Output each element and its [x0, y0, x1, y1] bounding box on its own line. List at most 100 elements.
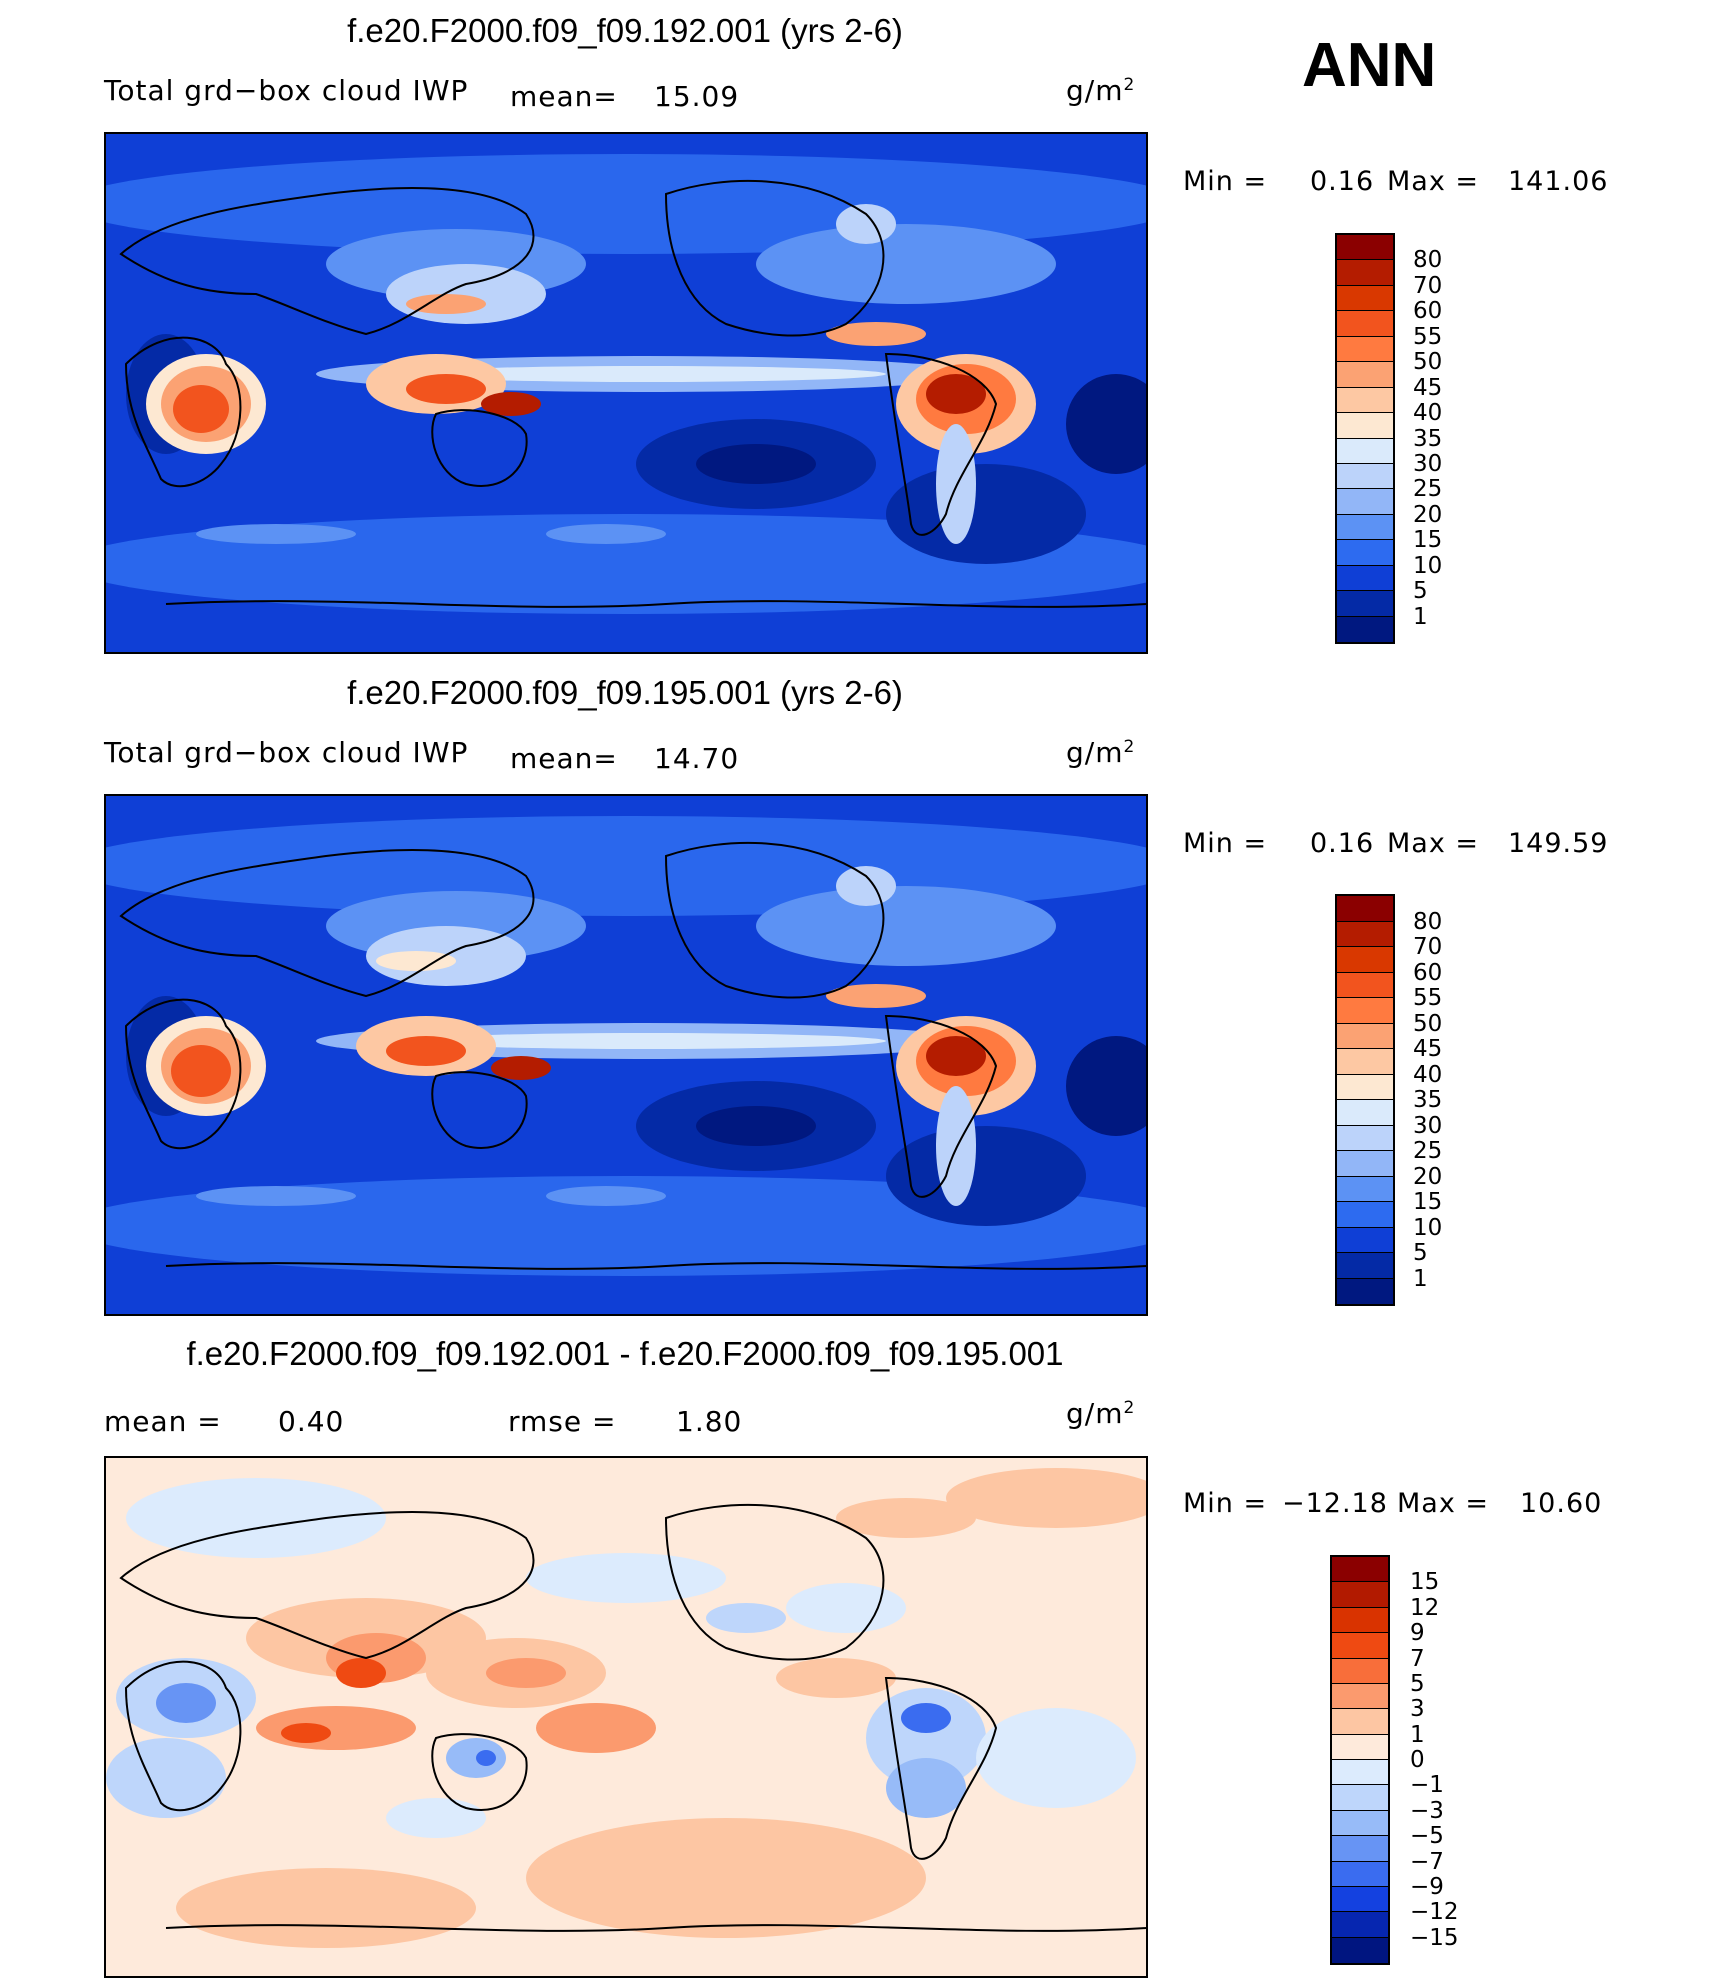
colorbar-swatch	[1337, 235, 1393, 261]
panel1-min-label: Min =	[1183, 166, 1268, 197]
colorbar-label: 30	[1413, 1112, 1443, 1139]
colorbar-swatch	[1332, 1633, 1388, 1659]
colorbar-label: 0	[1410, 1747, 1425, 1773]
colorbar-label: 55	[1413, 323, 1443, 350]
colorbar-label: 5	[1410, 1670, 1425, 1697]
panel1-map	[104, 132, 1148, 654]
colorbar-swatch	[1337, 362, 1393, 388]
panel3-max-value: 10.60	[1520, 1488, 1603, 1519]
colorbar-label: −1	[1410, 1772, 1444, 1799]
colorbar-label: 1	[1413, 1265, 1428, 1292]
colorbar-swatch	[1332, 1582, 1388, 1608]
colorbar-swatch	[1337, 1202, 1393, 1228]
panel3-max-label: Max =	[1397, 1488, 1490, 1519]
panel3-map	[104, 1456, 1148, 1978]
colorbar-swatch	[1332, 1912, 1388, 1938]
colorbar-label: 60	[1413, 959, 1443, 986]
colorbar-swatch	[1337, 921, 1393, 947]
colorbar-swatch	[1337, 463, 1393, 490]
colorbar-swatch	[1332, 1760, 1388, 1786]
colorbar-label: 35	[1413, 425, 1443, 452]
panel2-max-label: Max =	[1387, 828, 1480, 859]
colorbar-swatch	[1332, 1557, 1388, 1583]
colorbar-swatch	[1337, 438, 1393, 464]
colorbar-label: 1	[1410, 1721, 1425, 1748]
colorbar-label: 45	[1413, 374, 1443, 401]
colorbar-swatch	[1337, 1253, 1393, 1279]
panel2-colorbar	[1335, 894, 1395, 1306]
colorbar-swatch	[1332, 1810, 1388, 1837]
colorbar-swatch	[1337, 616, 1393, 642]
panel3-colorbar	[1330, 1555, 1390, 1965]
colorbar-swatch	[1337, 1023, 1393, 1049]
colorbar-swatch	[1332, 1785, 1388, 1811]
colorbar-label: 10	[1413, 552, 1443, 579]
colorbar-label: 10	[1413, 1214, 1443, 1241]
colorbar-label: 70	[1413, 272, 1443, 299]
colorbar-swatch	[1332, 1886, 1388, 1913]
colorbar-swatch	[1332, 1607, 1388, 1634]
panel3-rmse-value: 1.80	[676, 1405, 743, 1438]
colorbar-swatch	[1337, 311, 1393, 337]
colorbar-label: 60	[1413, 298, 1443, 325]
panel2-mean-value: 14.70	[654, 742, 740, 775]
colorbar-label: −9	[1410, 1873, 1444, 1900]
panel2-max-value: 149.59	[1508, 828, 1609, 859]
panel3-mean-value: 0.40	[278, 1405, 345, 1438]
panel3-rmse-label: rmse =	[508, 1405, 617, 1438]
panel1-min-value: 0.16	[1310, 166, 1375, 197]
panel2-variable: Total grd−box cloud IWP	[104, 736, 469, 769]
colorbar-swatch	[1337, 1176, 1393, 1202]
panel1-units: g/m2	[1066, 74, 1136, 107]
colorbar-label: 5	[1413, 578, 1428, 605]
colorbar-swatch	[1337, 998, 1393, 1024]
panel1-max-label: Max =	[1387, 166, 1480, 197]
colorbar-swatch	[1337, 285, 1393, 312]
colorbar-swatch	[1337, 1074, 1393, 1100]
colorbar-label: −3	[1410, 1797, 1444, 1824]
panel3-min-label: Min =	[1183, 1488, 1268, 1519]
colorbar-swatch	[1337, 1100, 1393, 1126]
colorbar-label: 12	[1410, 1594, 1440, 1621]
colorbar-swatch	[1337, 387, 1393, 414]
panel2-map	[104, 794, 1148, 1316]
panel1-colorbar	[1335, 233, 1395, 644]
colorbar-label: 40	[1413, 1061, 1443, 1088]
colorbar-swatch	[1332, 1734, 1388, 1760]
colorbar-swatch	[1332, 1861, 1388, 1887]
panel2-min-value: 0.16	[1310, 828, 1375, 859]
panel1-contour-field	[106, 134, 1146, 652]
colorbar-swatch	[1337, 260, 1393, 286]
panel1-mean-value: 15.09	[654, 80, 740, 113]
colorbar-swatch	[1337, 565, 1393, 592]
colorbar-label: 15	[1410, 1569, 1440, 1596]
colorbar-label: 40	[1413, 400, 1443, 427]
colorbar-swatch	[1337, 489, 1393, 515]
colorbar-label: 25	[1413, 476, 1443, 503]
colorbar-label: 9	[1410, 1620, 1425, 1647]
colorbar-swatch	[1337, 540, 1393, 566]
colorbar-label: 15	[1413, 527, 1443, 554]
colorbar-label: 5	[1413, 1240, 1428, 1266]
colorbar-label: 25	[1413, 1138, 1443, 1164]
colorbar-label: −5	[1410, 1823, 1444, 1850]
colorbar-swatch	[1337, 1227, 1393, 1253]
colorbar-label: 45	[1413, 1036, 1443, 1062]
panel1-title: f.e20.F2000.f09_f09.192.001 (yrs 2-6)	[347, 12, 903, 49]
panel1-max-value: 141.06	[1508, 166, 1609, 197]
colorbar-label: 3	[1410, 1696, 1425, 1723]
panel3-title: f.e20.F2000.f09_f09.192.001 - f.e20.F200…	[186, 1335, 1064, 1372]
colorbar-swatch	[1337, 1049, 1393, 1075]
colorbar-swatch	[1332, 1709, 1388, 1735]
panel2-title: f.e20.F2000.f09_f09.195.001 (yrs 2-6)	[347, 674, 903, 711]
colorbar-swatch	[1332, 1683, 1388, 1710]
colorbar-label: 15	[1413, 1189, 1443, 1215]
colorbar-label: 20	[1413, 1163, 1443, 1190]
colorbar-swatch	[1332, 1658, 1388, 1684]
colorbar-label: 70	[1413, 934, 1443, 960]
colorbar-swatch	[1337, 1151, 1393, 1177]
panel1-mean-label: mean=	[510, 80, 618, 113]
panel2-min-label: Min =	[1183, 828, 1268, 859]
panel3-min-value: −12.18	[1282, 1488, 1388, 1519]
panel3-mean-label: mean =	[104, 1405, 222, 1438]
